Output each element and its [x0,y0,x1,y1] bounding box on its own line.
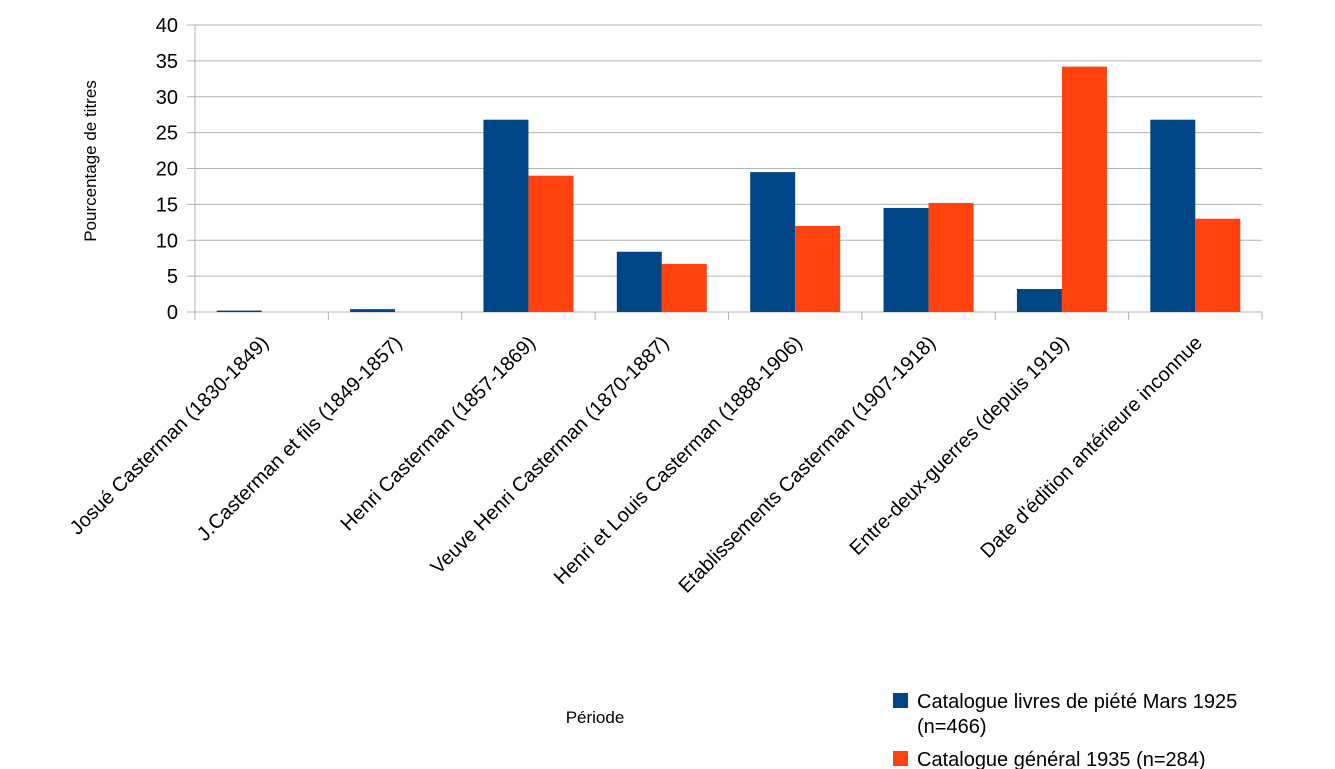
axes [194,25,1263,320]
y-tick-label: 25 [156,123,178,145]
bar-series-2 [528,175,574,312]
x-axis-title: Période [566,708,625,727]
y-tick-label: 30 [156,87,178,109]
x-category-label: Henri et Louis Casterman (1888-1906) [550,332,807,589]
legend-swatch [893,693,908,708]
legend-label: Catalogue livres de piété Mars 1925 [917,691,1237,713]
y-tick-label: 20 [156,159,178,181]
x-category-label: Veuve Henri Casterman (1870-1887) [427,332,674,579]
y-axis-title: Pourcentage de titres [81,80,100,242]
y-tick-label: 40 [156,15,178,37]
bar-series-1 [216,310,262,312]
x-category-label: Date d'édition antérieure inconnue [976,332,1207,563]
bar-series-2 [795,225,841,312]
bar-series-1 [483,119,529,313]
legend: Catalogue livres de piété Mars 1925 (n=46… [893,691,1237,769]
y-tick-labels: 0 5 10 15 20 25 30 35 40 [156,15,178,324]
legend-label: (n=466) [917,716,987,738]
bar-series-1 [1150,119,1196,313]
y-tick-label: 35 [156,51,178,73]
bar-series-1 [883,207,929,312]
y-tick-label: 15 [156,194,178,216]
bar-series-1 [750,172,796,312]
bar-series-2 [1195,218,1241,312]
y-tick-label: 0 [167,302,178,324]
x-tick-labels: Josué Casterman (1830-1849)J.Casterman e… [66,332,1207,598]
legend-label: Catalogue général 1935 (n=284) [917,749,1206,769]
bar-series-1 [616,251,662,312]
y-tick-label: 10 [156,230,178,252]
grid-lines [187,24,1262,313]
legend-swatch [893,751,908,766]
bar-series-1 [350,309,396,312]
bar-series-2 [928,202,974,312]
y-tick-label: 5 [167,266,178,288]
bar-series-2 [1061,66,1107,313]
bar-series-1 [1016,289,1062,312]
x-category-label: Entre-deux-guerres (depuis 1919) [846,332,1074,560]
bar-series-2 [661,263,707,312]
x-category-label: Etablissements Casterman (1907-1918) [675,332,941,598]
bars [216,66,1241,313]
